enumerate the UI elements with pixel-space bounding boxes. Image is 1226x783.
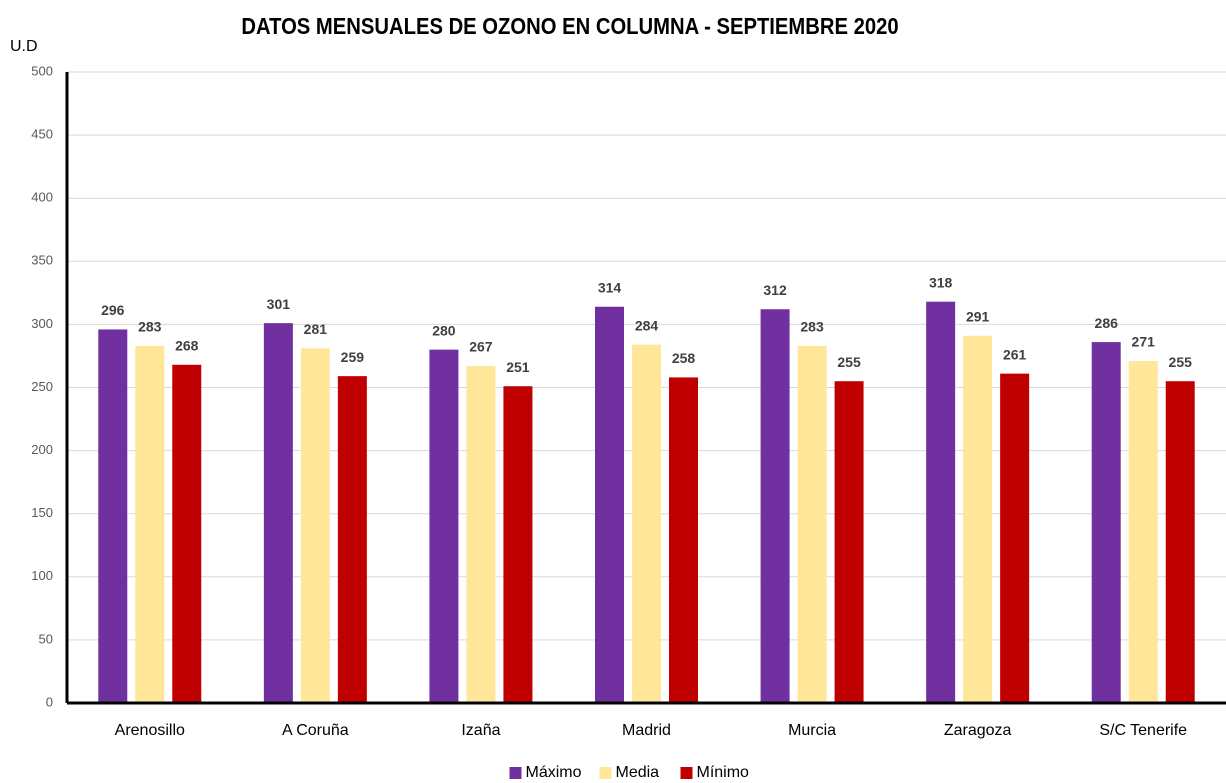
bar <box>337 376 367 703</box>
data-label: 291 <box>966 308 990 324</box>
data-label: 255 <box>1169 354 1193 370</box>
data-label: 259 <box>341 349 365 365</box>
data-label: 267 <box>469 339 493 355</box>
bar <box>1128 360 1158 703</box>
bar <box>669 377 698 703</box>
data-label: 286 <box>1095 315 1119 331</box>
y-tick-label: 300 <box>31 316 53 331</box>
bar <box>834 381 864 703</box>
bar <box>963 335 993 703</box>
bar <box>1091 342 1121 703</box>
y-axis-label: U.D <box>10 38 38 55</box>
data-label: 296 <box>101 302 125 318</box>
y-tick-label: 250 <box>31 379 53 394</box>
bar <box>1165 381 1195 703</box>
data-label: 314 <box>598 279 622 295</box>
data-label: 301 <box>267 296 291 312</box>
legend-label: Mínimo <box>697 764 750 781</box>
bar <box>300 348 330 703</box>
y-tick-label: 500 <box>31 63 53 78</box>
x-tick-label: Madrid <box>622 722 671 739</box>
data-label: 312 <box>763 282 787 298</box>
bar <box>172 364 202 703</box>
data-label: 318 <box>929 274 953 290</box>
y-tick-label: 200 <box>31 442 53 457</box>
x-tick-label: Murcia <box>788 722 836 739</box>
bar <box>135 345 165 703</box>
data-label: 258 <box>672 350 696 366</box>
chart-title: DATOS MENSUALES DE OZONO EN COLUMNA - SE… <box>241 13 898 40</box>
y-tick-label: 150 <box>31 505 53 520</box>
bar <box>926 301 956 703</box>
legend-label: Máximo <box>526 764 582 781</box>
legend-swatch <box>680 767 693 779</box>
bar <box>760 309 790 703</box>
data-label: 283 <box>800 319 824 335</box>
x-tick-label: Arenosillo <box>115 722 185 739</box>
data-label: 283 <box>138 319 162 335</box>
data-label: 255 <box>837 354 861 370</box>
x-tick-label: Izaña <box>461 722 500 739</box>
legend-swatch <box>599 767 612 779</box>
bar <box>1000 373 1030 703</box>
y-tick-label: 400 <box>31 190 53 205</box>
y-tick-label: 350 <box>31 253 53 268</box>
x-tick-label: Zaragoza <box>944 722 1012 739</box>
bar <box>595 306 624 703</box>
bar <box>98 329 128 703</box>
bar <box>429 349 459 703</box>
bar <box>632 344 661 703</box>
data-label: 261 <box>1003 346 1027 362</box>
y-tick-label: 100 <box>31 568 53 583</box>
bar <box>263 323 293 703</box>
data-label: 251 <box>506 359 530 375</box>
legend-label: Media <box>616 764 660 781</box>
x-tick-label: A Coruña <box>282 722 349 739</box>
y-tick-label: 450 <box>31 127 53 142</box>
data-label: 271 <box>1132 334 1156 350</box>
bar <box>503 386 533 703</box>
bar <box>797 345 827 703</box>
legend-swatch <box>509 767 522 779</box>
data-label: 280 <box>432 322 456 338</box>
y-tick-label: 50 <box>39 631 53 646</box>
data-label: 281 <box>304 321 328 337</box>
data-label: 268 <box>175 337 199 353</box>
x-tick-label: S/C Tenerife <box>1099 722 1187 739</box>
data-label: 284 <box>635 317 659 333</box>
bar <box>466 366 496 703</box>
y-tick-label: 0 <box>46 694 53 709</box>
